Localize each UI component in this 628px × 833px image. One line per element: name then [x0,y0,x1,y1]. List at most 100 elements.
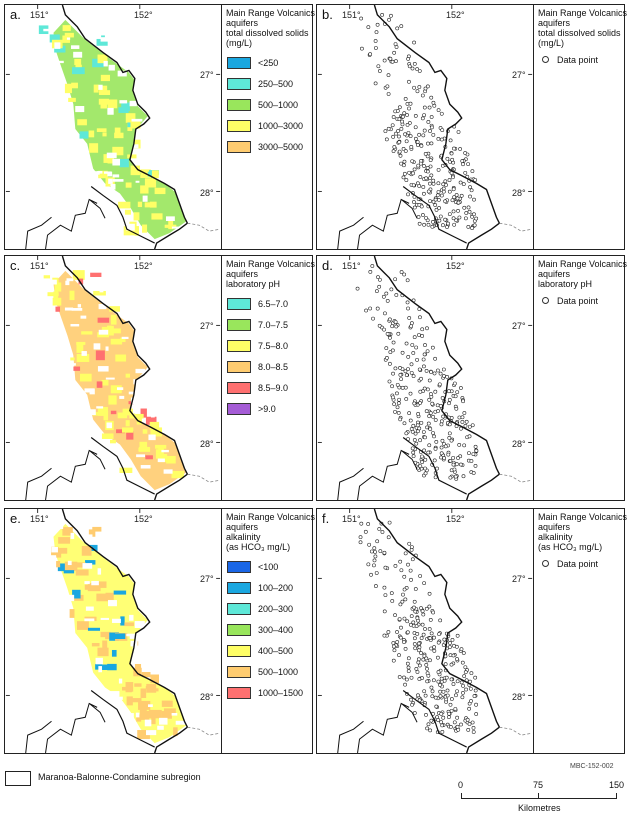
data-point [436,108,441,113]
panel-label: c. [10,258,21,273]
data-point [423,343,427,347]
data-point [368,52,373,57]
lat-label-28: 28° [512,188,526,198]
value-patch [88,529,96,537]
data-point [455,715,460,720]
data-point [404,178,409,182]
data-point [390,599,395,603]
data-point [385,299,390,303]
value-patch [81,331,93,335]
no-data-gap [98,84,103,90]
data-point [426,421,431,426]
no-data-gap [119,395,125,399]
no-data-gap [117,70,127,77]
legend-item: Data point [538,557,620,570]
value-patch [141,672,151,678]
data-point [428,427,433,431]
state-border [499,222,533,232]
data-point [427,378,432,383]
data-point [403,682,407,687]
legend-swatch [227,56,251,69]
data-point [460,695,465,700]
data-point [397,134,401,139]
value-patch [96,381,103,388]
value-patch [125,373,131,378]
data-point [433,418,438,422]
data-point [415,181,420,186]
data-point [426,722,431,727]
data-point [366,562,371,567]
data-point [375,539,380,544]
value-patch [62,25,71,32]
no-data-gap [107,171,113,177]
data-point [456,209,460,213]
value-patch [166,455,176,464]
data-point [417,367,422,372]
data-point [428,636,433,641]
data-point [416,693,420,698]
data-point [423,435,427,440]
data-point [454,193,459,197]
value-patch [155,449,161,459]
no-data-gap [98,666,102,673]
no-data-gap [77,304,82,308]
data-point [468,686,473,691]
value-patch [135,413,144,419]
state-border [499,726,533,736]
value-patch [79,131,89,139]
value-patch [115,354,127,362]
data-point [411,423,416,428]
data-point [474,712,479,716]
legend-item: 7.5–8.0 [226,339,308,352]
coastline [337,198,418,249]
data-point [422,689,427,694]
value-patch [52,297,62,306]
data-point [386,535,391,540]
data-point [433,446,438,451]
value-patch [87,583,101,592]
data-point [409,675,414,680]
data-point [434,704,439,709]
value-patch [107,160,115,164]
data-point [392,648,397,653]
data-point [452,195,457,200]
data-point [436,167,441,172]
legend-item: 200–300 [226,602,308,615]
value-patch [121,102,130,112]
data-point [381,294,386,299]
data-point [390,123,395,128]
scale-tick-0: 0 [458,780,464,790]
data-point [417,663,422,668]
data-point [428,618,433,622]
legend-item-label: 7.0–7.5 [258,319,289,330]
data-point [432,103,437,108]
data-point [372,558,377,563]
legend-title: Main Range Volcanics aquifers total dissol… [538,8,627,48]
data-point [403,149,408,153]
data-point [462,205,467,210]
data-point [399,127,404,131]
value-patch [110,410,117,415]
value-patch [111,649,117,657]
data-point [466,205,471,210]
value-patch [90,272,102,277]
no-data-gap [175,720,187,725]
data-point [404,341,409,346]
coastline [337,449,418,500]
no-data-gap [144,384,154,390]
no-data-gap [148,704,153,708]
data-point [374,46,378,50]
data-point [455,657,459,661]
data-point [420,609,425,613]
no-data-gap [132,144,139,149]
data-point [439,455,443,460]
value-patch [126,431,134,440]
data-point [430,689,435,694]
data-point [466,162,471,166]
no-data-gap [171,712,178,716]
no-data-gap [110,184,116,190]
no-data-gap [129,633,137,639]
value-patch [138,700,151,710]
data-point [411,351,416,355]
data-point [355,286,360,291]
